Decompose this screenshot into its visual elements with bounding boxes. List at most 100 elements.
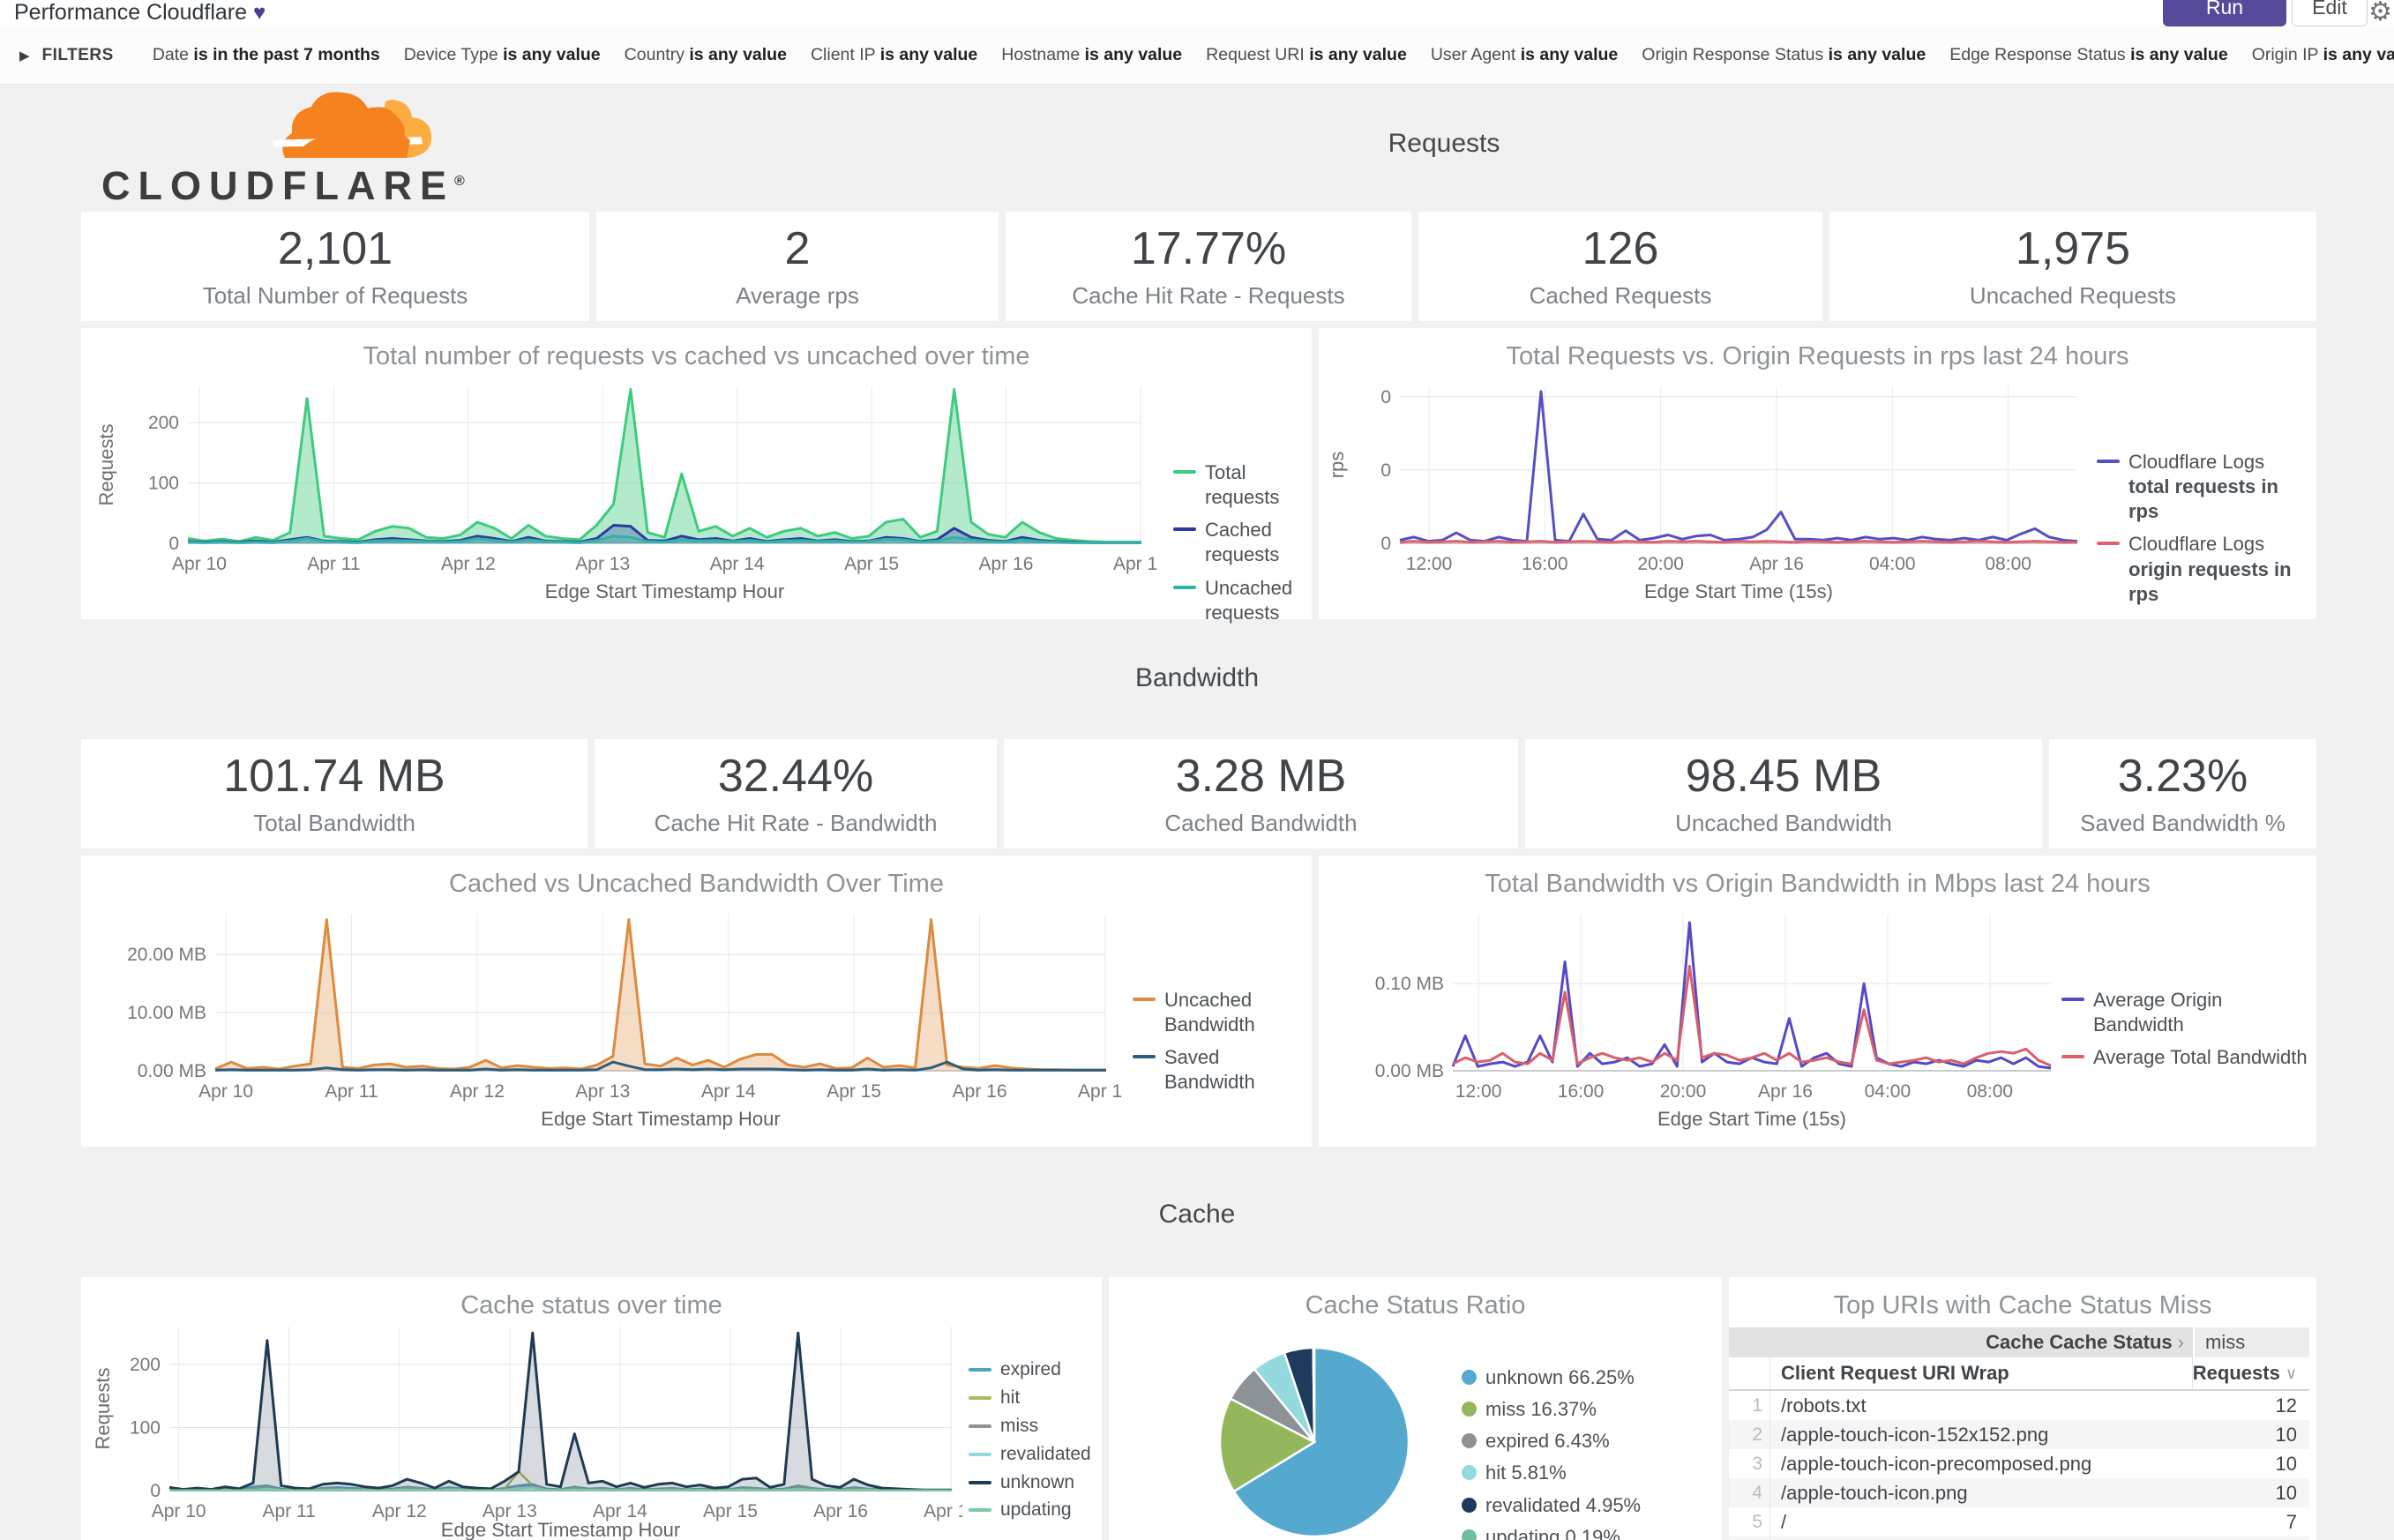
kpi-uncached-requests[interactable]: 1,975 Uncached Requests (1829, 212, 2316, 321)
kpi-value: 3.28 MB (1175, 750, 1347, 802)
filter-item[interactable]: Date is in the past 7 months (152, 45, 380, 64)
legend-item-updating[interactable]: updating (969, 1499, 1099, 1522)
cell-requests[interactable]: 10 (2275, 1423, 2297, 1446)
legend-swatch (1173, 527, 1196, 532)
column-header-requests[interactable]: Requests ∨ (2192, 1357, 2309, 1389)
bandwidth-over-time-plot[interactable]: Apr 10 Apr 11 Apr 12 Apr 13 Apr 14 Apr 15 Apr … (116, 907, 1122, 1138)
run-button[interactable]: Run (2163, 0, 2286, 26)
legend-item-cached-requests[interactable]: Cached requests (1173, 518, 1310, 567)
kpi-row-bandwidth: 101.74 MB Total Bandwidth 32.44% Cache H… (81, 739, 2316, 848)
filter-item[interactable]: Device Type is any value (403, 45, 601, 64)
cell-requests[interactable]: 7 (2286, 1510, 2297, 1533)
cache-status-over-time-plot[interactable]: Apr 10 Apr 11 Apr 12 Apr 13 Apr 14 Apr 15 Apr … (111, 1319, 962, 1540)
kpi-cache-hit-rate-requests[interactable]: 17.77% Cache Hit Rate - Requests (1006, 212, 1411, 321)
pie-slice-updating[interactable] (1312, 1346, 1316, 1443)
legend-item-expired[interactable]: expired (969, 1358, 1099, 1382)
svg-text:Apr 11: Apr 11 (263, 1501, 316, 1521)
table-row[interactable]: 1/robots.txt 12 (1729, 1391, 2309, 1420)
legend-item-average-origin-bandwidth[interactable]: Average Origin Bandwidth (2061, 988, 2313, 1037)
svg-text:Apr 15: Apr 15 (844, 554, 899, 574)
pie-legend-item-expired[interactable]: expired 6.43% (1462, 1429, 1717, 1454)
legend-item-unknown[interactable]: unknown (969, 1471, 1099, 1495)
legend-swatch (2061, 998, 2084, 1001)
kpi-cached-requests[interactable]: 126 Cached Requests (1418, 212, 1822, 321)
pivot-column-label[interactable]: Cache Cache Status › (1729, 1331, 2193, 1354)
svg-text:Apr 16: Apr 16 (979, 554, 1034, 574)
table-row[interactable]: 3/apple-touch-icon-precomposed.png 10 (1729, 1449, 2309, 1478)
legend-item-uncached-bandwidth[interactable]: Uncached Bandwidth (1133, 988, 1309, 1037)
filter-item[interactable]: Origin IP is any value (2251, 45, 2394, 64)
legend-item-hit[interactable]: hit (969, 1387, 1099, 1410)
filter-item[interactable]: Request URI is any value (1206, 45, 1407, 64)
kpi-value: 101.74 MB (223, 750, 445, 802)
pie-slice-unknown[interactable] (1232, 1346, 1410, 1538)
pie-legend-item-hit[interactable]: hit 5.81% (1462, 1461, 1717, 1485)
cell-uri[interactable]: / (1781, 1510, 1787, 1533)
kpi-saved-bandwidth-pct[interactable]: 3.23% Saved Bandwidth % (2049, 739, 2316, 848)
legend-swatch (969, 1368, 991, 1372)
svg-text:100: 100 (148, 474, 179, 494)
requests-over-time-plot[interactable]: Apr 10 Apr 11 Apr 12 Apr 13 Apr 14 Apr 15 Apr … (130, 379, 1157, 610)
filter-item[interactable]: Origin Response Status is any value (1642, 45, 1926, 64)
filters-expand-icon[interactable]: ▶ (19, 48, 30, 64)
cell-requests[interactable]: 10 (2275, 1481, 2297, 1504)
filters-bar: ▶ FILTERS Date is in the past 7 months De… (0, 26, 2394, 85)
kpi-average-rps[interactable]: 2 Average rps (596, 212, 999, 321)
filter-item[interactable]: Client IP is any value (810, 45, 978, 64)
pie-slice-miss[interactable] (1218, 1397, 1317, 1493)
kpi-total-requests[interactable]: 2,101 Total Number of Requests (81, 212, 589, 321)
kpi-total-bandwidth[interactable]: 101.74 MB Total Bandwidth (81, 739, 587, 848)
kpi-cache-hit-rate-bandwidth[interactable]: 32.44% Cache Hit Rate - Bandwidth (595, 739, 997, 848)
chart-legend: Cloudflare Logs total requests in rps Clo… (2097, 450, 2307, 607)
legend-item-total-requests[interactable]: Total requests (1173, 460, 1310, 510)
y-axis-title: rps (1326, 451, 1348, 479)
filter-item[interactable]: Edge Response Status is any value (1949, 45, 2228, 64)
chart-card-bandwidth-over-time: Cached vs Uncached Bandwidth Over Time A… (81, 856, 1312, 1147)
table-row[interactable]: 2/apple-touch-icon-152x152.png 10 (1729, 1420, 2309, 1449)
filter-item[interactable]: Hostname is any value (1001, 45, 1183, 64)
svg-text:Apr 17: Apr 17 (1113, 554, 1157, 574)
legend-item-cloudflare-logs-total-requests-in-rps[interactable]: Cloudflare Logs total requests in rps (2097, 450, 2307, 524)
kpi-cached-bandwidth[interactable]: 3.28 MB Cached Bandwidth (1004, 739, 1518, 848)
cell-uri[interactable]: /apple-touch-icon.png (1781, 1481, 1968, 1504)
svg-text:Apr 14: Apr 14 (710, 554, 765, 574)
pie-legend-item-unknown[interactable]: unknown 66.25% (1462, 1365, 1717, 1390)
legend-item-cloudflare-logs-origin-requests-in-rps[interactable]: Cloudflare Logs origin requests in rps (2097, 532, 2307, 606)
kpi-label: Average rps (736, 281, 859, 309)
legend-item-saved-bandwidth[interactable]: Saved Bandwidth (1133, 1045, 1309, 1095)
rps-last-24h-plot[interactable]: 12:00 16:00 20:00 Apr 16 04:00 08:00 0 0 0 Edge S… (1354, 379, 2086, 610)
cell-uri[interactable]: /apple-touch-icon-152x152.png (1781, 1423, 2049, 1446)
svg-text:20:00: 20:00 (1637, 554, 1684, 574)
table-row[interactable]: 6/index.php/contact/7 (1729, 1536, 2309, 1540)
page-title: Performance Cloudflare ♥ (14, 0, 266, 26)
kpi-label: Total Number of Requests (202, 281, 468, 309)
edit-button[interactable]: Edit (2292, 0, 2368, 26)
table-row[interactable]: 4/apple-touch-icon.png 10 (1729, 1478, 2309, 1507)
cloudflare-wordmark: CLOUDFLARE® (101, 163, 465, 208)
chart-title: Total number of requests vs cached vs un… (363, 342, 1030, 370)
filter-item[interactable]: User Agent is any value (1430, 45, 1619, 64)
svg-text:Edge Start Timestamp Hour: Edge Start Timestamp Hour (545, 580, 784, 602)
legend-item-revalidated[interactable]: revalidated (969, 1443, 1099, 1467)
cell-requests[interactable]: 10 (2275, 1452, 2297, 1475)
table-row[interactable]: 5 / 7 (1729, 1507, 2309, 1536)
cell-requests[interactable]: 12 (2275, 1394, 2297, 1417)
kpi-uncached-bandwidth[interactable]: 98.45 MB Uncached Bandwidth (1525, 739, 2042, 848)
bandwidth-last-24h-plot[interactable]: 12:00 16:00 20:00 Apr 16 04:00 08:00 0.00 MB 0.… (1354, 907, 2060, 1138)
pie-legend-item-revalidated[interactable]: revalidated 4.95% (1462, 1493, 1717, 1518)
gear-icon[interactable]: ⚙ (2368, 0, 2392, 26)
cache-status-ratio-pie[interactable] (1213, 1341, 1416, 1540)
svg-text:0: 0 (150, 1481, 161, 1501)
column-header-uri[interactable]: Client Request URI Wrap (1781, 1362, 2009, 1384)
filter-item[interactable]: Country is any value (624, 45, 787, 64)
cell-uri[interactable]: /apple-touch-icon-precomposed.png (1781, 1452, 2092, 1475)
legend-item-miss[interactable]: miss (969, 1415, 1099, 1439)
chart-card-rps-last-24h: Total Requests vs. Origin Requests in rp… (1319, 328, 2316, 619)
cell-uri[interactable]: /robots.txt (1781, 1394, 1867, 1417)
pie-legend-item-miss[interactable]: miss 16.37% (1462, 1397, 1717, 1422)
svg-text:20.00 MB: 20.00 MB (127, 945, 206, 965)
pie-legend-item-updating[interactable]: updating 0.19% (1462, 1525, 1717, 1540)
row-number: 3 (1729, 1449, 1770, 1478)
legend-item-average-total-bandwidth[interactable]: Average Total Bandwidth (2061, 1045, 2313, 1070)
legend-item-uncached-requests[interactable]: Uncached requests (1173, 576, 1310, 625)
